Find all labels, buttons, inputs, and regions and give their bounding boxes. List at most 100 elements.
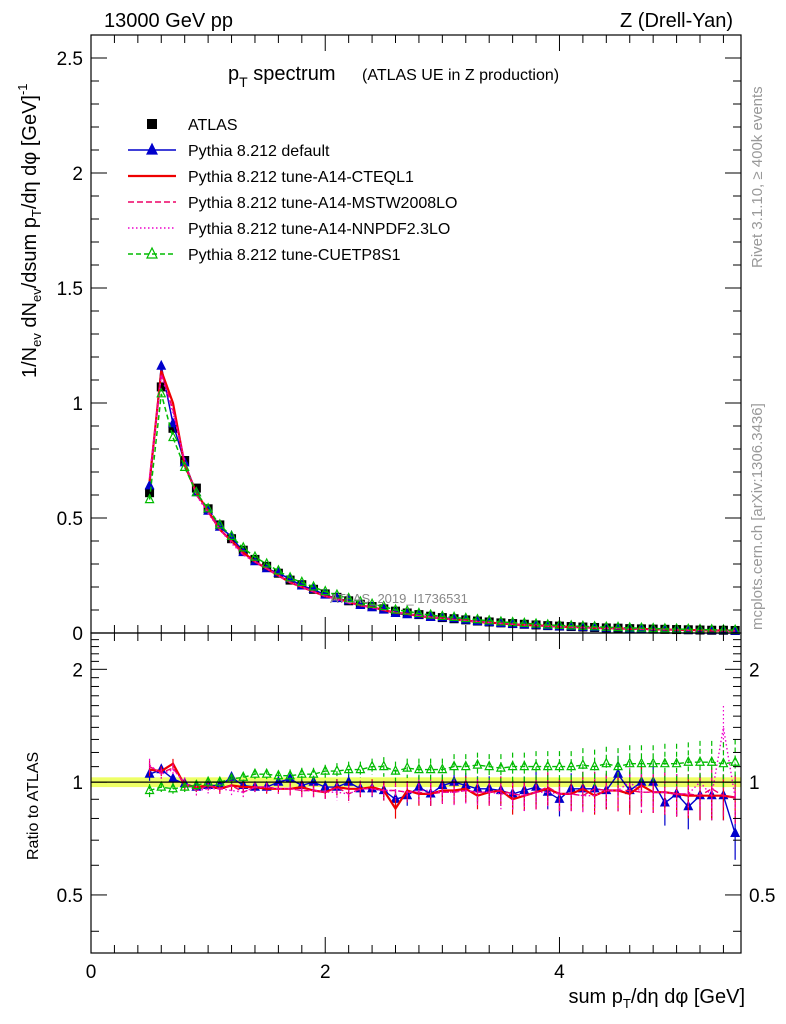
data-point-cuetp8s1 bbox=[308, 580, 319, 591]
ratio-point-cuetp8s1 bbox=[413, 763, 424, 774]
legend-label-atlas: ATLAS bbox=[188, 117, 238, 134]
ratio-point-cuetp8s1 bbox=[636, 757, 647, 768]
ratio-point-cuetp8s1 bbox=[249, 767, 260, 778]
data-point-cuetp8s1 bbox=[566, 619, 577, 630]
data-point-default bbox=[168, 417, 178, 428]
ratio-point-cuetp8s1 bbox=[601, 757, 612, 768]
plot-title-rest: spectrum bbox=[248, 63, 336, 85]
x-axis-label: sum pT/dη dφ [GeV] bbox=[568, 986, 745, 1011]
y-tick-label: 0 bbox=[72, 624, 83, 645]
data-point-cuetp8s1 bbox=[261, 557, 272, 568]
data-point-atlas bbox=[168, 423, 178, 433]
plot-title-note: (ATLAS UE in Z production) bbox=[362, 67, 559, 84]
data-point-cuetp8s1 bbox=[425, 608, 436, 619]
data-point-cuetp8s1 bbox=[226, 530, 237, 541]
data-point-cuetp8s1 bbox=[179, 461, 190, 471]
ratio-point-cuetp8s1 bbox=[320, 764, 331, 775]
ratio-point-cuetp8s1 bbox=[156, 780, 167, 791]
ratio-point-cuetp8s1 bbox=[659, 757, 670, 768]
ratio-line-nnpdf bbox=[149, 727, 736, 798]
ratio-point-cuetp8s1 bbox=[402, 761, 413, 772]
ratio-point-cuetp8s1 bbox=[437, 763, 448, 774]
ratio-point-cuetp8s1 bbox=[484, 760, 495, 771]
ratio-y-axis-label: Ratio to ATLAS bbox=[25, 752, 42, 860]
ratio-point-cuetp8s1 bbox=[495, 761, 506, 772]
watermark: ATLAS_2019_I1736531 bbox=[330, 591, 468, 606]
ratio-y-tick-label: 1 bbox=[72, 773, 83, 794]
data-point-cuetp8s1 bbox=[296, 576, 307, 587]
data-point-cuetp8s1 bbox=[636, 621, 647, 632]
y-tick-label: 0.5 bbox=[57, 509, 83, 530]
data-point-cuetp8s1 bbox=[390, 603, 401, 614]
plot-title-p: p bbox=[228, 63, 239, 85]
ratio-point-cuetp8s1 bbox=[191, 779, 202, 790]
data-point-cuetp8s1 bbox=[460, 612, 471, 623]
data-point-cuetp8s1 bbox=[589, 620, 600, 631]
data-point-cuetp8s1 bbox=[542, 618, 553, 629]
data-point-cuetp8s1 bbox=[191, 486, 202, 497]
data-point-cuetp8s1 bbox=[203, 502, 214, 513]
legend-label-nnpdf: Pythia 8.212 tune-A14-NNPDF2.3LO bbox=[188, 221, 450, 238]
data-point-cuetp8s1 bbox=[238, 541, 249, 552]
data-point-atlas bbox=[145, 488, 155, 498]
legend-label-default: Pythia 8.212 default bbox=[188, 143, 330, 160]
plot-title-sub: T bbox=[239, 74, 248, 90]
legend-label-cteql1: Pythia 8.212 tune-A14-CTEQL1 bbox=[188, 169, 414, 186]
plot-title: pT spectrum bbox=[228, 63, 336, 90]
ratio-y-tick-label-right: 2 bbox=[749, 660, 760, 681]
data-point-default bbox=[144, 479, 155, 490]
ratio-line-mstw bbox=[149, 765, 736, 799]
data-point-cuetp8s1 bbox=[273, 564, 284, 575]
ratio-point-default bbox=[730, 827, 741, 837]
y-tick-label: 1 bbox=[72, 394, 83, 415]
main-plot-panel: ATLAS_2019_I1736531 0 0.5 1 1.5 2 2.5 pT spec… bbox=[15, 34, 742, 645]
legend-label-mstw: Pythia 8.212 tune-A14-MSTW2008LO bbox=[188, 195, 457, 212]
ratio-point-cuetp8s1 bbox=[683, 755, 694, 766]
ratio-point-cuetp8s1 bbox=[566, 760, 577, 771]
ratio-point-cuetp8s1 bbox=[308, 767, 319, 778]
ratio-point-cuetp8s1 bbox=[367, 760, 378, 771]
data-point-cuetp8s1 bbox=[613, 621, 623, 632]
ratio-point-cuetp8s1 bbox=[507, 760, 518, 771]
ratio-y-tick-label: 0.5 bbox=[57, 886, 83, 907]
ratio-point-cuetp8s1 bbox=[390, 764, 401, 775]
data-point-cuetp8s1 bbox=[402, 604, 413, 615]
ratio-point-cuetp8s1 bbox=[554, 760, 565, 771]
ratio-y-tick-label-right: 1 bbox=[749, 773, 760, 794]
ratio-point-cuetp8s1 bbox=[542, 760, 553, 771]
ratio-point-cuetp8s1 bbox=[144, 784, 155, 795]
ratio-plot-frame bbox=[90, 632, 742, 954]
data-point-cuetp8s1 bbox=[659, 622, 670, 633]
data-point-cuetp8s1 bbox=[484, 614, 495, 625]
data-point-cuetp8s1 bbox=[437, 610, 448, 621]
ratio-point-cuetp8s1 bbox=[671, 757, 682, 768]
data-point-cuetp8s1 bbox=[331, 588, 342, 599]
ratio-point-cuetp8s1 bbox=[168, 782, 178, 793]
process-label: Z (Drell-Yan) bbox=[620, 10, 733, 32]
ratio-point-cuetp8s1 bbox=[285, 769, 296, 780]
data-point-cuetp8s1 bbox=[449, 611, 460, 621]
y-tick-label: 2.5 bbox=[57, 49, 83, 70]
x-tick-label: 0 bbox=[86, 962, 97, 983]
x-tick-label: 4 bbox=[554, 962, 565, 983]
ratio-point-cuetp8s1 bbox=[730, 755, 741, 766]
ratio-point-cuetp8s1 bbox=[343, 763, 354, 774]
ratio-point-cuetp8s1 bbox=[296, 767, 307, 778]
data-point-cuetp8s1 bbox=[285, 571, 296, 582]
ratio-y-tick-label: 2 bbox=[72, 660, 83, 681]
ratio-point-cuetp8s1 bbox=[355, 763, 366, 774]
ratio-point-cuetp8s1 bbox=[378, 760, 389, 771]
data-point-cuetp8s1 bbox=[378, 600, 389, 611]
ratio-point-cuetp8s1 bbox=[706, 755, 717, 766]
x-tick-label: 2 bbox=[320, 962, 331, 983]
data-point-atlas bbox=[156, 382, 166, 392]
series-line-mstw bbox=[148, 372, 736, 632]
data-point-cuetp8s1 bbox=[472, 613, 483, 624]
ratio-point-cuetp8s1 bbox=[449, 760, 460, 771]
ratio-point-cuetp8s1 bbox=[273, 769, 284, 780]
data-point-cuetp8s1 bbox=[495, 615, 506, 626]
ratio-point-cuetp8s1 bbox=[695, 755, 705, 766]
mcplots-label: mcplots.cern.ch [arXiv:1306.3436] bbox=[749, 403, 766, 630]
ratio-point-cuetp8s1 bbox=[577, 758, 588, 769]
